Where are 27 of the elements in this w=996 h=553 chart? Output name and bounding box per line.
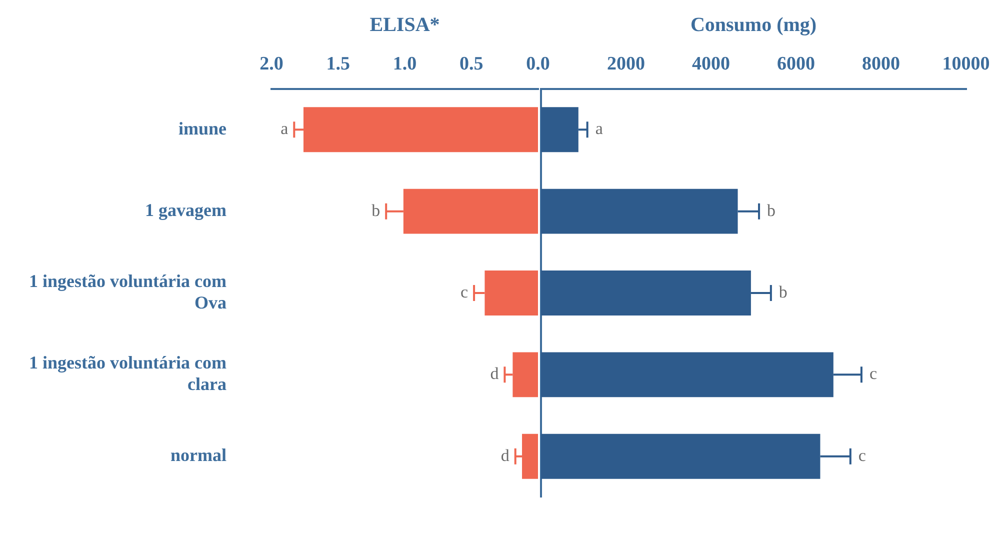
x-tick-label: 8000 xyxy=(862,53,900,74)
x-tick-label: 6000 xyxy=(777,53,815,74)
annotation: a xyxy=(280,119,289,138)
annotation: c xyxy=(869,364,878,384)
x-axis-title: ELISA* xyxy=(370,14,440,36)
annotation: b xyxy=(767,200,776,220)
annotation: d xyxy=(490,364,500,384)
x-tick-label: 1.5 xyxy=(326,53,350,74)
x-tick-label: 10000 xyxy=(942,53,990,74)
x-tick-label: 2.0 xyxy=(260,53,284,74)
y-tick-label: normal xyxy=(170,445,226,466)
annotation: c xyxy=(858,446,866,465)
annotation: d xyxy=(500,446,510,465)
annotation: c xyxy=(460,282,468,302)
x-tick-label: 2000 xyxy=(607,53,645,74)
x-tick-label: 0.0 xyxy=(526,53,550,74)
y-tick-label: 1 ingestão voluntária com clara xyxy=(29,352,226,394)
annotation: b xyxy=(372,200,380,220)
annotation: b xyxy=(778,282,788,302)
x-axis-title: Consumo (mg) xyxy=(690,14,817,36)
x-tick-label: 1.0 xyxy=(392,53,417,74)
y-tick-label: imune xyxy=(178,118,226,138)
y-tick-label: 1 gavagem xyxy=(145,200,227,220)
x-tick-label: 4000 xyxy=(692,53,730,74)
annotation: a xyxy=(595,119,604,138)
y-tick-label: 1 ingestão voluntária com Ova xyxy=(29,270,226,312)
x-tick-label: 0.5 xyxy=(460,53,484,74)
